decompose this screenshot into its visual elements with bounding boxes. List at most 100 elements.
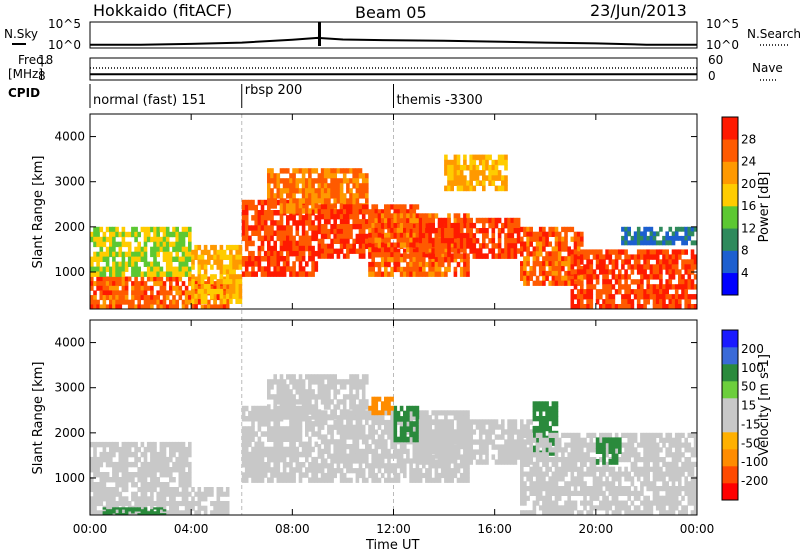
power-cell [121, 271, 126, 277]
power-cell [475, 154, 480, 161]
power-cell [339, 204, 344, 210]
power-cell [390, 232, 394, 239]
power-cell [156, 304, 160, 310]
velocity-cell [523, 461, 527, 467]
velocity-cell [109, 456, 113, 463]
velocity-cell [374, 472, 379, 479]
power-cell [649, 284, 654, 290]
power-cell [621, 249, 625, 255]
velocity-cell [361, 404, 366, 410]
power-cell [469, 248, 473, 254]
velocity-cell [323, 410, 328, 416]
velocity-cell [346, 444, 350, 450]
velocity-cell [270, 477, 274, 483]
velocity-cell [241, 456, 246, 463]
velocity-cell [146, 472, 151, 478]
power-cell [649, 240, 654, 246]
power-cell [554, 231, 559, 237]
power-cell [270, 271, 274, 277]
velocity-cell [447, 444, 451, 450]
velocity-cell [431, 444, 435, 450]
velocity-cell [118, 477, 123, 483]
power-cell [614, 289, 619, 295]
velocity-cell [257, 426, 262, 432]
velocity-cell [137, 496, 141, 502]
power-cell [463, 223, 467, 229]
power-cell [605, 289, 609, 295]
power-cell [229, 269, 233, 275]
power-cell [636, 240, 641, 246]
power-cell [491, 217, 496, 224]
velocity-cell [150, 491, 154, 497]
velocity-cell [105, 496, 110, 502]
velocity-cell [374, 458, 379, 464]
velocity-cell [109, 477, 113, 483]
velocity-cell [333, 444, 337, 450]
power-cell [456, 243, 461, 249]
velocity-cell [507, 459, 511, 465]
power-cell [368, 266, 372, 273]
power-cell [203, 298, 208, 304]
velocity-cell [450, 429, 454, 435]
power-cell [387, 218, 391, 224]
power-cell [365, 224, 369, 230]
power-cell [342, 224, 347, 230]
velocity-cell [295, 409, 300, 415]
velocity-cell [368, 429, 372, 435]
nsearch-tick-top: 10^5 [706, 17, 739, 31]
velocity-cell [327, 444, 331, 450]
power-cell [687, 231, 692, 237]
velocity-cell [99, 496, 104, 502]
velocity-cell [105, 472, 110, 478]
velocity-cell [393, 472, 398, 479]
power-cell [314, 208, 319, 214]
velocity-cell [150, 467, 154, 473]
power-cell [200, 284, 205, 290]
power-colorbar-swatch [722, 228, 738, 251]
velocity-cell [112, 487, 116, 493]
power-cell [308, 256, 312, 262]
power-cell [624, 284, 628, 290]
power-cell [276, 250, 281, 257]
power-cell [428, 257, 432, 263]
power-cell [513, 243, 518, 249]
velocity-cell [137, 472, 141, 478]
velocity-cell [257, 421, 262, 427]
velocity-cell [554, 476, 559, 482]
velocity-cell [346, 419, 350, 426]
power-cell [412, 266, 417, 273]
power-cell [305, 271, 309, 277]
velocity-cell [418, 444, 423, 450]
power-cell [630, 254, 635, 260]
power-cell [349, 224, 353, 230]
velocity-cell [298, 426, 303, 432]
power-cell [191, 264, 195, 270]
velocity-cell [146, 496, 151, 502]
velocity-cell [516, 439, 521, 445]
power-cell [355, 168, 360, 174]
power-cell [276, 261, 281, 267]
power-cell [507, 238, 511, 244]
velocity-cell [516, 449, 521, 455]
velocity-cell [545, 457, 549, 463]
power-cell [684, 294, 688, 300]
power-cell [251, 261, 255, 267]
power-cell [463, 271, 467, 277]
velocity-cell [567, 452, 571, 458]
power-cell [428, 247, 432, 253]
velocity-cell [339, 419, 344, 426]
velocity-cell [282, 394, 287, 400]
power-cell [140, 246, 145, 253]
power-cell [298, 178, 303, 184]
power-cell [175, 290, 179, 296]
velocity-cell [159, 451, 164, 458]
velocity-cell [115, 487, 119, 493]
power-cell [219, 254, 224, 260]
power-cell [678, 284, 682, 290]
power-cell [295, 220, 300, 226]
power-cell [311, 210, 315, 216]
power-cell [323, 219, 328, 225]
velocity-cell [159, 513, 164, 516]
power-cell [178, 285, 183, 291]
power-cell [437, 232, 442, 239]
